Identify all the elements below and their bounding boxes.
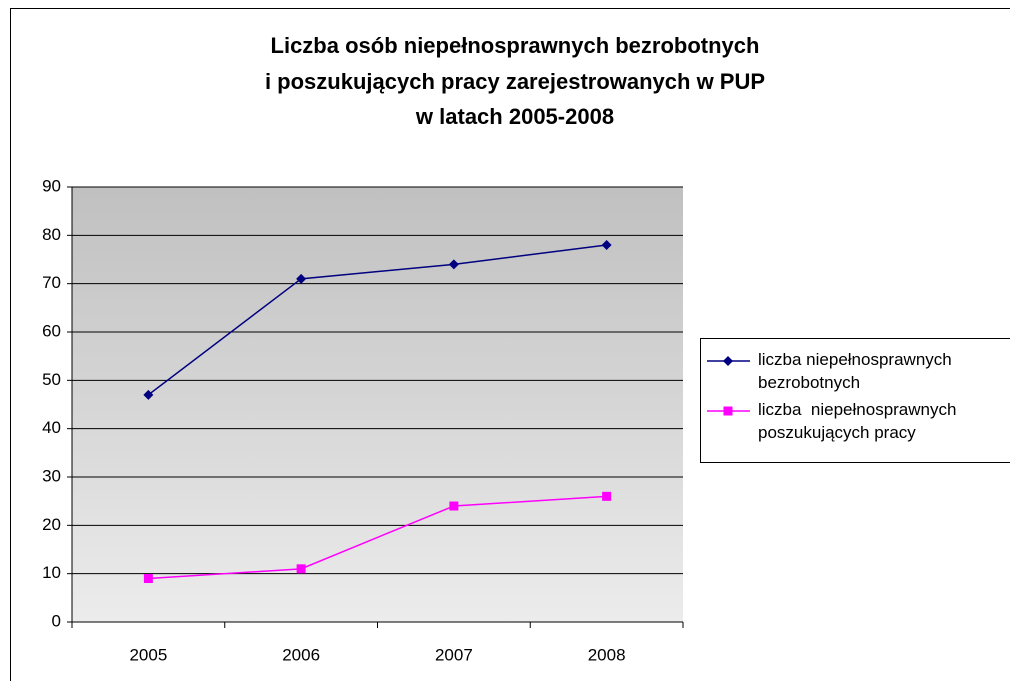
legend-label-line: bezrobotnych xyxy=(758,373,860,392)
marker xyxy=(297,564,306,573)
x-tick-label: 2006 xyxy=(282,645,320,664)
y-tick-label: 90 xyxy=(42,176,61,195)
x-tick-label: 2008 xyxy=(588,645,626,664)
y-tick-label: 30 xyxy=(42,466,61,485)
y-tick-label: 40 xyxy=(42,418,61,437)
legend-label-line: poszukujących pracy xyxy=(758,423,916,442)
y-tick-label: 10 xyxy=(42,563,61,582)
y-tick-label: 60 xyxy=(42,321,61,340)
x-tick-label: 2005 xyxy=(129,645,167,664)
marker xyxy=(724,407,733,416)
y-tick-label: 80 xyxy=(42,225,61,244)
y-tick-label: 0 xyxy=(52,611,61,630)
chart-title: w latach 2005-2008 xyxy=(415,104,614,129)
plot-area xyxy=(72,187,683,622)
y-tick-label: 20 xyxy=(42,515,61,534)
legend-label-line: liczba niepełnosprawnych xyxy=(758,350,952,369)
y-tick-label: 50 xyxy=(42,370,61,389)
marker xyxy=(602,492,611,501)
legend-label-line: liczba niepełnosprawnych xyxy=(758,400,956,419)
y-tick-label: 70 xyxy=(42,273,61,292)
marker xyxy=(144,574,153,583)
marker xyxy=(449,502,458,511)
x-tick-label: 2007 xyxy=(435,645,473,664)
chart-title: i poszukujących pracy zarejestrowanych w… xyxy=(265,69,765,94)
chart-title: Liczba osób niepełnosprawnych bezrobotny… xyxy=(271,33,760,58)
